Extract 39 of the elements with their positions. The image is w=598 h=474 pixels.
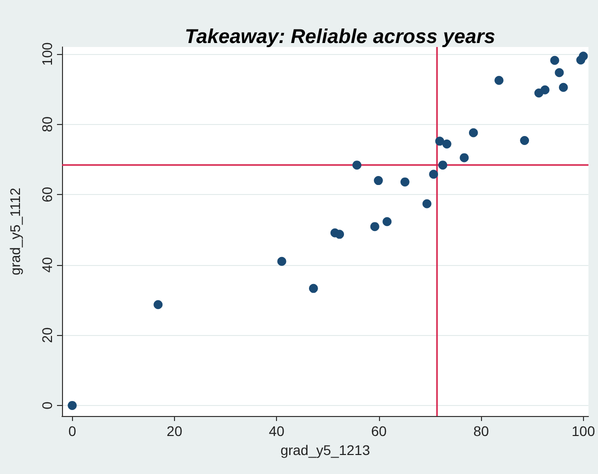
point: [429, 170, 438, 179]
x-tick-label: 60: [371, 423, 387, 439]
x-tick-label: 20: [166, 423, 182, 439]
chart-title: Takeaway: Reliable across years: [184, 26, 496, 48]
point: [558, 82, 568, 92]
point: [460, 153, 469, 162]
y-tick-label: 80: [39, 116, 55, 132]
y-tick-label: 40: [39, 256, 55, 273]
point: [422, 199, 432, 208]
point: [520, 136, 530, 145]
point: [540, 85, 550, 94]
point: [400, 177, 410, 186]
y-tick-label: 60: [39, 186, 55, 202]
y-axis-title: grad_y5_1112: [7, 188, 23, 276]
x-tick-label: 100: [572, 423, 596, 439]
point: [277, 256, 286, 266]
point: [554, 68, 564, 78]
x-tick-label: 40: [268, 423, 285, 439]
y-tick-label: 20: [39, 327, 55, 343]
point: [154, 300, 163, 310]
point: [374, 176, 383, 186]
point: [352, 160, 362, 170]
x-axis-title: grad_y5_1213: [280, 442, 370, 458]
point: [68, 400, 77, 410]
point: [435, 136, 444, 146]
x-tick-label: 80: [473, 423, 490, 439]
point: [442, 139, 452, 148]
point: [308, 284, 318, 293]
point: [382, 217, 392, 226]
point: [578, 52, 588, 61]
point: [335, 230, 344, 239]
point: [438, 160, 448, 170]
point: [494, 76, 504, 85]
x-tick-label: 0: [68, 423, 76, 439]
point: [550, 56, 560, 65]
point: [370, 222, 380, 232]
y-tick-label: 100: [39, 42, 55, 66]
point: [468, 128, 478, 138]
y-tick-label: 0: [39, 401, 55, 410]
